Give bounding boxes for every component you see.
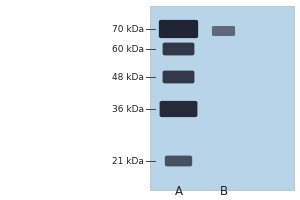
Text: 70 kDa: 70 kDa bbox=[112, 24, 144, 33]
FancyBboxPatch shape bbox=[212, 26, 235, 36]
Text: 48 kDa: 48 kDa bbox=[112, 72, 144, 82]
FancyBboxPatch shape bbox=[163, 71, 194, 83]
Text: 60 kDa: 60 kDa bbox=[112, 45, 144, 53]
Text: 21 kDa: 21 kDa bbox=[112, 156, 144, 166]
Text: A: A bbox=[175, 185, 182, 198]
FancyBboxPatch shape bbox=[150, 6, 294, 190]
FancyBboxPatch shape bbox=[160, 101, 197, 117]
FancyBboxPatch shape bbox=[159, 20, 198, 38]
Text: 36 kDa: 36 kDa bbox=[112, 104, 144, 114]
Text: B: B bbox=[219, 185, 228, 198]
FancyBboxPatch shape bbox=[163, 43, 194, 55]
FancyBboxPatch shape bbox=[165, 156, 192, 166]
